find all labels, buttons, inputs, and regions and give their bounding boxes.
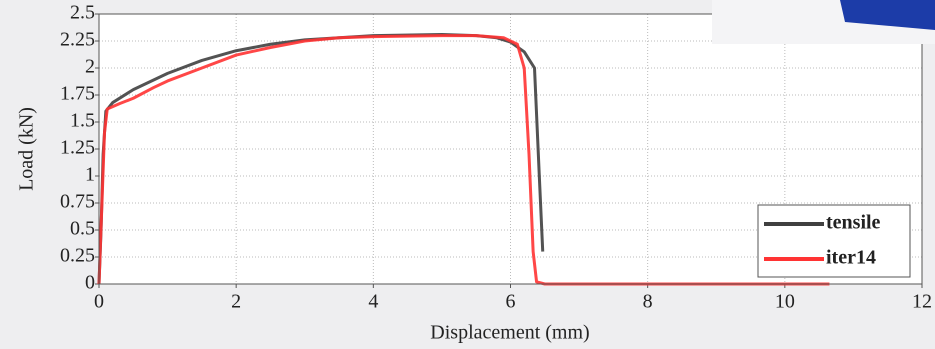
y-tick-label: 0.25 <box>60 245 95 267</box>
y-tick-label: 2 <box>85 56 95 78</box>
y-tick-label: 0 <box>85 272 95 294</box>
corner-decoration <box>712 0 935 44</box>
y-tick-label: 1.25 <box>60 137 95 159</box>
y-tick-label: 1.5 <box>70 110 95 132</box>
y-tick-label: 2.5 <box>70 2 95 24</box>
legend-label: tensile <box>826 212 881 234</box>
series-line <box>97 34 830 286</box>
x-tick-label: 6 <box>506 291 516 313</box>
y-tick-label: 1.75 <box>60 83 95 105</box>
y-tick-label: 1 <box>85 164 95 186</box>
legend-label: iter14 <box>826 247 876 269</box>
plot-frame <box>98 13 923 285</box>
y-tick-label: 2.25 <box>60 29 95 51</box>
x-tick-label: 0 <box>94 291 104 313</box>
x-tick-label: 4 <box>368 291 378 313</box>
x-tick-label: 12 <box>912 291 932 313</box>
lines <box>97 33 830 286</box>
y-axis-label: Load (kN) <box>16 107 38 191</box>
y-tick-label: 0.75 <box>60 191 95 213</box>
decoration-shape <box>840 0 935 30</box>
y-tick-label: 0.5 <box>70 218 95 240</box>
legend-box <box>757 204 911 278</box>
x-axis-label: Displacement (mm) <box>430 322 589 344</box>
x-tick-label: 8 <box>643 291 653 313</box>
x-tick-label: 10 <box>775 291 795 313</box>
x-tick-label: 2 <box>231 291 241 313</box>
legend: tensile iter14 <box>757 204 911 278</box>
